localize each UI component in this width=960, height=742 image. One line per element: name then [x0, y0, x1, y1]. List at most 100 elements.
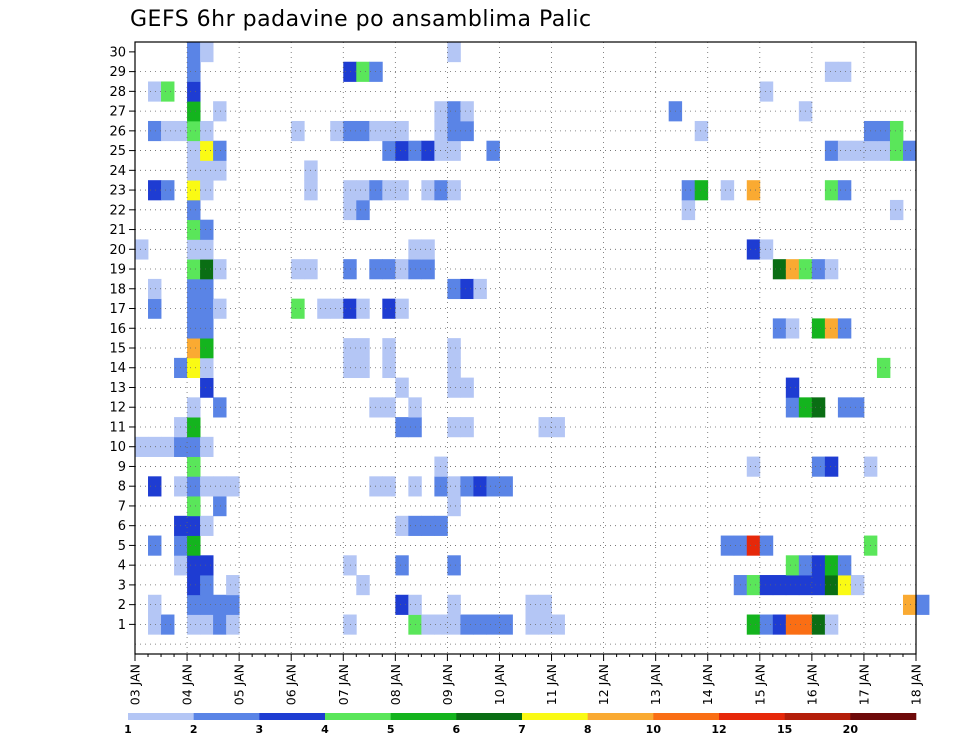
y-tick-label: 29 [109, 65, 126, 80]
cell-m23-t23 [434, 180, 448, 201]
x-axis: 03 JAN 04 JAN 05 JAN 06 JAN 07 JAN 08 JAN 09 J… [128, 654, 924, 705]
cell-m15-t17 [356, 338, 370, 359]
cell-m25-t54 [837, 140, 852, 161]
colorbar-swatch [587, 713, 654, 720]
cell-m9-t47 [746, 456, 761, 477]
cell-m25-t19 [382, 140, 396, 161]
cell-m3-t53 [824, 575, 839, 596]
cell-m26-t23 [434, 120, 448, 142]
cell-m20-t48 [759, 239, 774, 260]
cell-m9-t52 [811, 456, 826, 477]
cell-m1-t22 [421, 614, 435, 635]
colorbar-label: 15 [777, 723, 792, 736]
cell-m26-t16 [343, 120, 357, 142]
cell-m29-t53 [824, 61, 839, 82]
cell-m3-t4 [187, 575, 201, 596]
cell-m22-t58 [889, 199, 904, 221]
cell-m4-t50 [785, 555, 800, 576]
cell-m3-t48 [759, 575, 774, 596]
cell-m26-t17 [356, 120, 370, 142]
cell-m25-t6 [213, 140, 227, 161]
cell-m12-t54 [837, 397, 852, 418]
cell-m3-t50 [785, 575, 800, 596]
cell-m27-t25 [460, 101, 474, 122]
cell-m11-t32 [551, 417, 565, 438]
cell-m16-t4 [187, 318, 201, 339]
cell-m8-t7 [226, 476, 240, 497]
cell-m10-t2 [161, 436, 175, 457]
colorbar-swatch [456, 713, 523, 720]
cell-m8-t25 [460, 476, 474, 497]
y-tick-label: 7 [118, 499, 126, 514]
cell-m1-t47 [746, 614, 761, 635]
cell-m23-t19 [382, 180, 396, 201]
cell-m6-t5 [200, 515, 214, 536]
cell-m16-t50 [785, 318, 800, 339]
cell-m12-t52 [811, 397, 826, 418]
cell-m3-t7 [226, 575, 240, 596]
x-tick-label: 04 JAN [180, 664, 195, 705]
x-tick-label: 11 JAN [544, 664, 559, 705]
colorbar-label: 1 [124, 723, 132, 736]
cell-m20-t4 [187, 239, 201, 260]
cell-m26-t12 [291, 120, 305, 142]
cell-m1-t7 [226, 614, 240, 635]
y-tick-label: 21 [109, 223, 126, 238]
y-tick-label: 28 [109, 85, 126, 100]
cell-m1-t4 [187, 614, 201, 635]
cell-m25-t4 [187, 140, 201, 161]
cell-m25-t20 [395, 140, 409, 161]
chart-title: GEFS 6hr padavine po ansamblima Palic [130, 7, 592, 32]
heatmap-cells [135, 42, 930, 635]
cell-m5-t47 [746, 535, 761, 556]
cell-m17-t15 [330, 298, 344, 319]
cell-m12-t18 [369, 397, 383, 418]
cell-m11-t25 [460, 417, 474, 438]
cell-m19-t6 [213, 259, 227, 280]
cell-m3-t5 [200, 575, 214, 596]
cell-m29-t17 [356, 61, 370, 82]
cell-m5-t45 [720, 535, 735, 556]
cell-m26-t25 [460, 120, 474, 142]
cell-m19-t22 [421, 259, 435, 280]
cell-m4-t54 [837, 555, 852, 576]
x-tick-label: 14 JAN [700, 664, 715, 705]
y-tick-label: 27 [109, 105, 126, 120]
colorbar-label: 8 [584, 723, 592, 736]
cell-m23-t24 [447, 180, 461, 201]
cell-m8-t1 [148, 476, 162, 497]
cell-m9-t4 [187, 456, 201, 477]
cell-m8-t24 [447, 476, 461, 497]
cell-m21-t4 [187, 219, 201, 240]
y-tick-label: 26 [109, 124, 126, 139]
cell-m8-t19 [382, 476, 396, 497]
cell-m17-t19 [382, 298, 396, 319]
cell-m2-t4 [187, 594, 201, 615]
cell-m23-t54 [837, 180, 852, 201]
cell-m11-t4 [187, 417, 201, 438]
cell-m20-t0 [135, 239, 149, 260]
colorbar-swatch [850, 713, 917, 720]
x-tick-label: 08 JAN [388, 664, 403, 705]
cell-m20-t47 [746, 239, 761, 260]
cell-m1-t5 [200, 614, 214, 635]
cell-m4-t20 [395, 555, 409, 576]
cell-m18-t4 [187, 278, 201, 300]
cell-m23-t5 [200, 180, 214, 201]
x-tick-label: 18 JAN [909, 664, 924, 705]
y-tick-label: 23 [109, 184, 126, 199]
cell-m1-t16 [343, 614, 357, 635]
colorbar-swatch [259, 713, 326, 720]
x-tick-label: 03 JAN [128, 664, 143, 705]
cell-m19-t4 [187, 259, 201, 280]
cell-m18-t24 [447, 278, 461, 300]
cell-m30-t5 [200, 42, 214, 63]
y-tick-label: 10 [109, 440, 126, 455]
cell-m23-t20 [395, 180, 409, 201]
cell-m27-t24 [447, 101, 461, 122]
cell-m2-t5 [200, 594, 214, 615]
y-tick-label: 2 [118, 598, 126, 613]
cell-m2-t60 [916, 594, 930, 615]
cell-m19-t19 [382, 259, 396, 280]
cell-m23-t16 [343, 180, 357, 201]
